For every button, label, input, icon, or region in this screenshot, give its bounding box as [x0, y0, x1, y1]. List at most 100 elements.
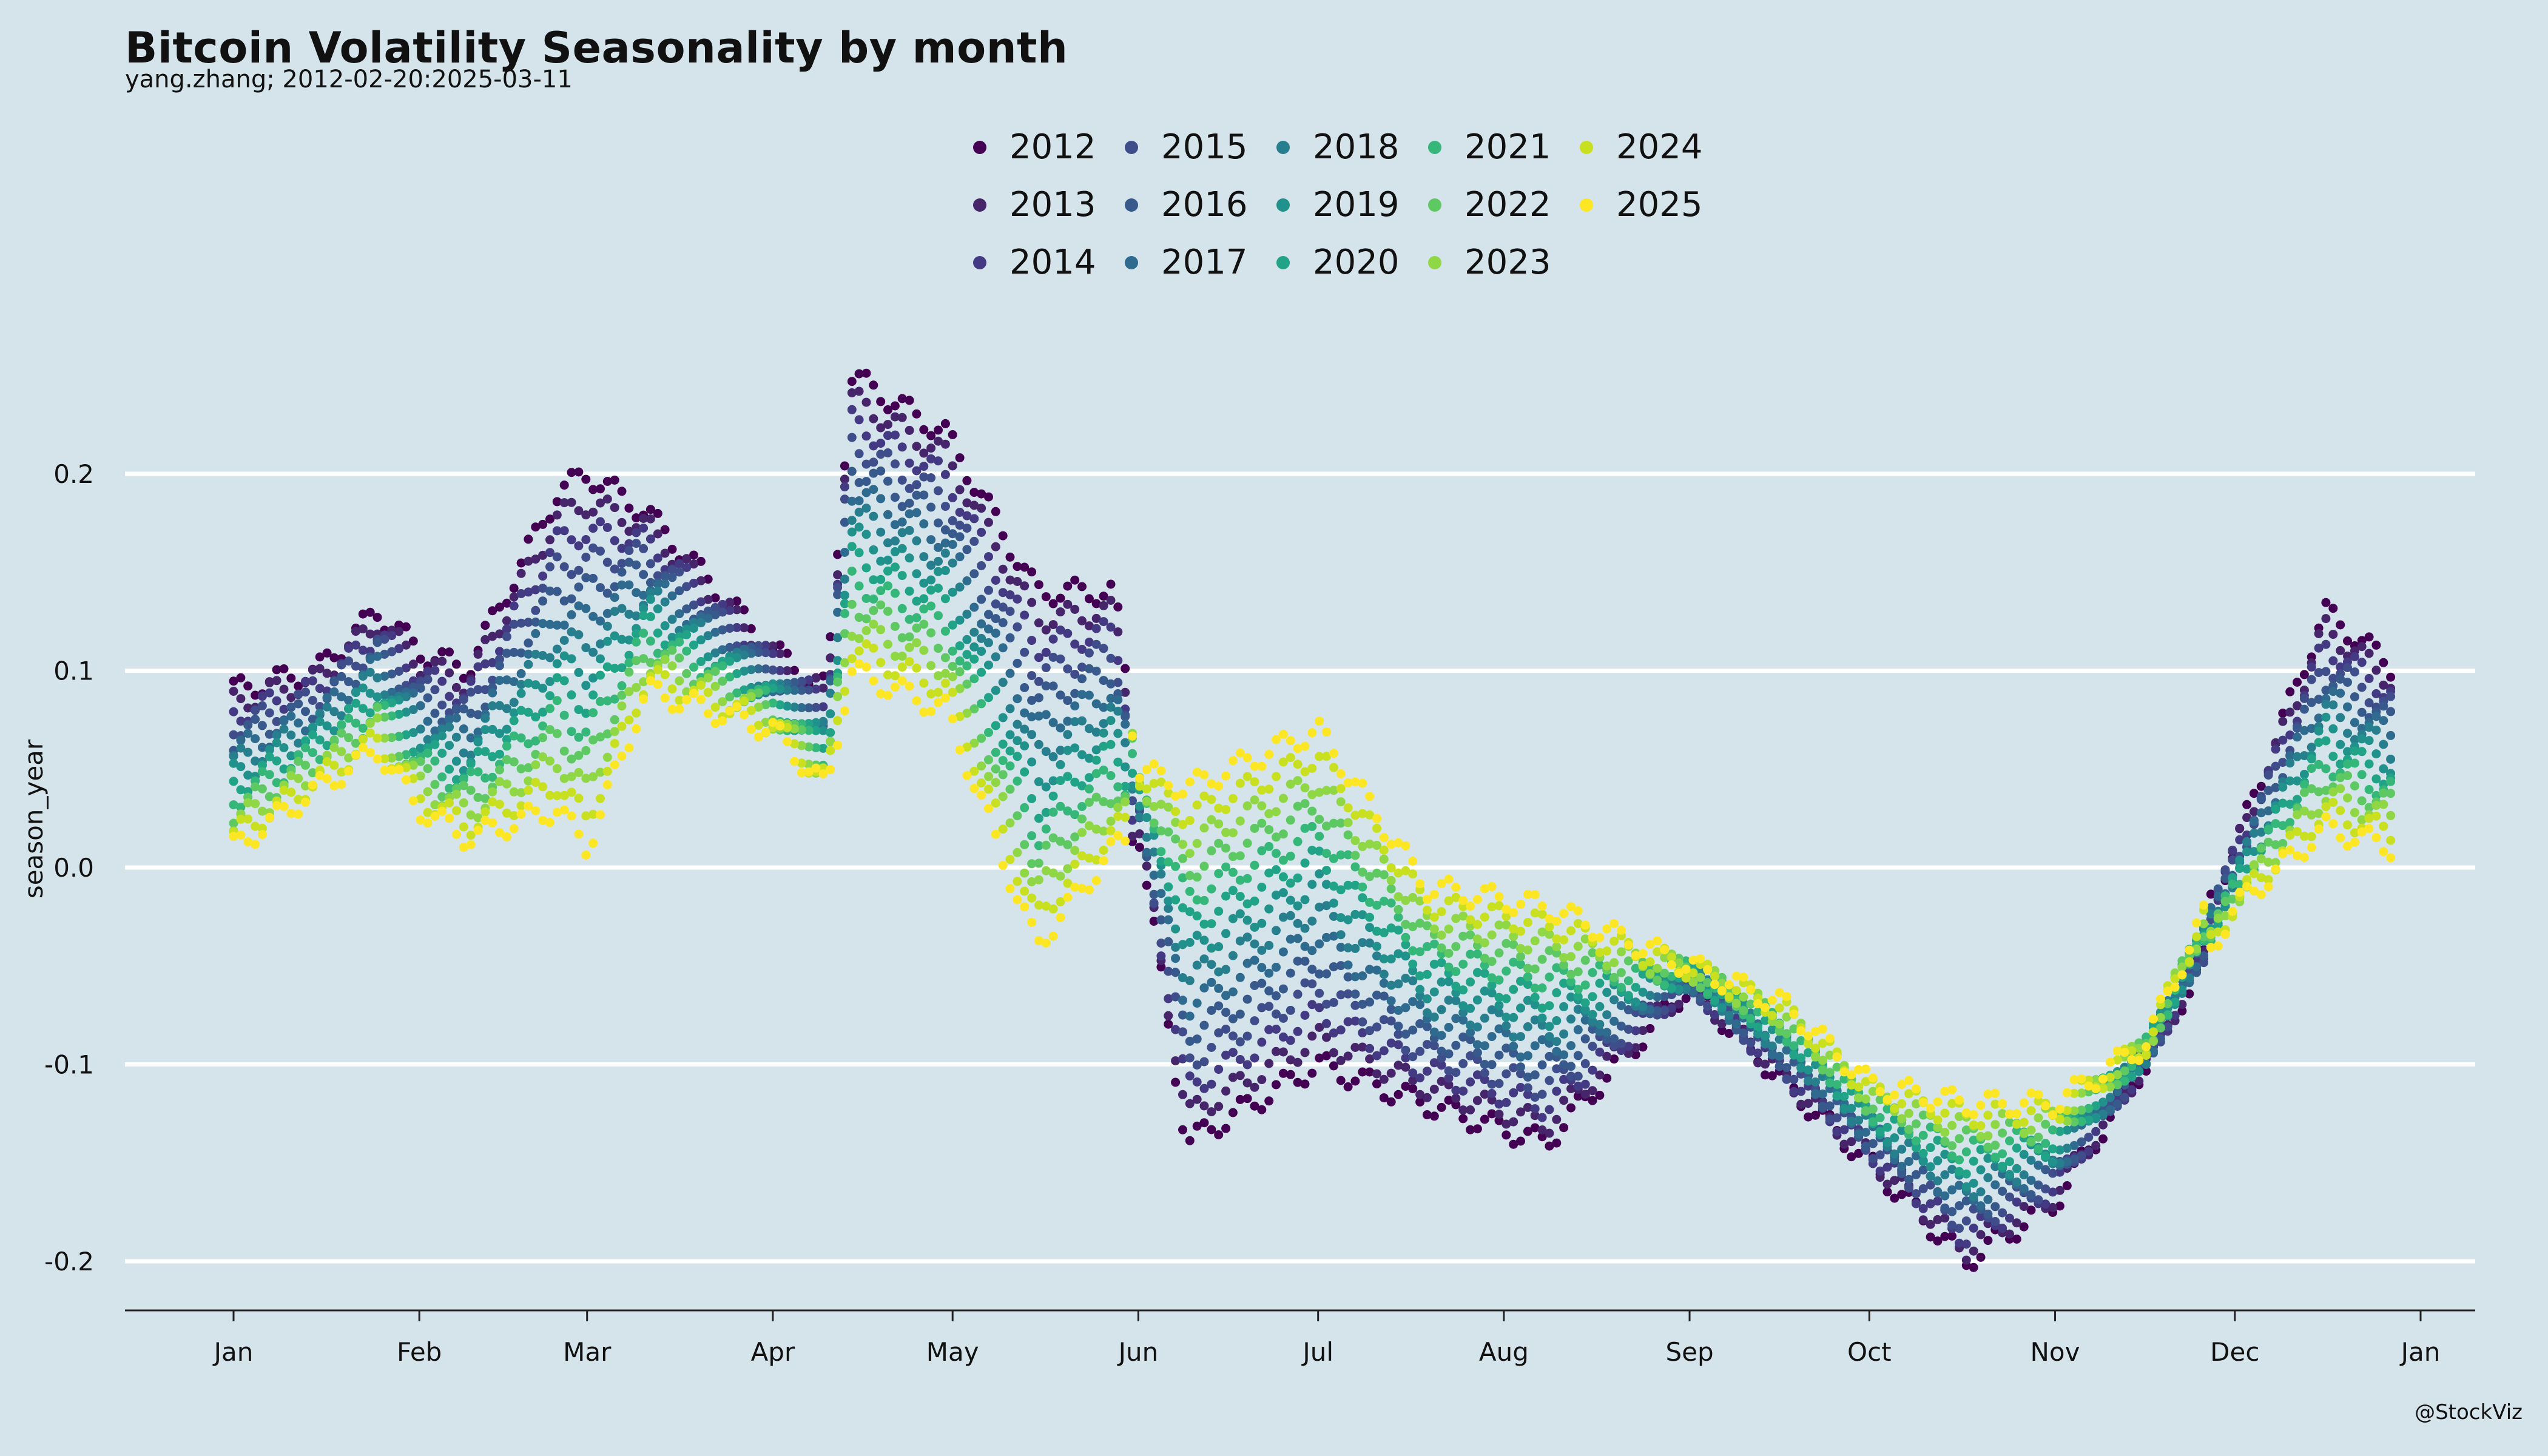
- data-point: [567, 754, 576, 764]
- data-point: [574, 630, 584, 639]
- data-point: [1286, 878, 1295, 888]
- data-point: [1394, 979, 1403, 989]
- data-point: [746, 692, 756, 701]
- data-point: [1796, 1026, 1806, 1036]
- data-point: [998, 602, 1008, 612]
- data-point: [1056, 654, 1065, 664]
- data-point: [466, 687, 476, 697]
- data-point: [1947, 1121, 1957, 1130]
- data-point: [912, 569, 922, 579]
- data-point: [1171, 942, 1181, 952]
- data-point: [1307, 764, 1317, 773]
- data-point: [1063, 716, 1073, 726]
- data-point: [451, 806, 461, 815]
- data-point: [1444, 996, 1454, 1005]
- data-point: [883, 566, 892, 576]
- data-point: [912, 623, 922, 633]
- data-point: [639, 590, 649, 600]
- data-point: [401, 775, 411, 784]
- data-point: [416, 683, 425, 693]
- data-point: [1552, 1064, 1562, 1074]
- data-point: [653, 629, 662, 638]
- data-point: [1286, 968, 1295, 978]
- data-point: [394, 695, 404, 705]
- data-point: [689, 689, 698, 698]
- data-point: [1911, 1119, 1921, 1129]
- data-point: [890, 412, 900, 422]
- data-point: [718, 676, 727, 686]
- data-point: [2206, 889, 2216, 899]
- data-point: [1027, 636, 1037, 645]
- data-point: [2336, 773, 2345, 783]
- data-point: [279, 684, 289, 694]
- data-point: [315, 684, 325, 693]
- data-point: [1214, 803, 1224, 813]
- data-point: [1480, 912, 1489, 922]
- data-point: [660, 693, 670, 703]
- data-point: [502, 624, 511, 634]
- data-point: [1228, 1014, 1238, 1023]
- data-point: [1516, 1032, 1525, 1042]
- data-point: [1911, 1170, 1921, 1179]
- data-point: [2120, 1048, 2129, 1057]
- data-point: [1653, 1006, 1662, 1016]
- data-point: [588, 708, 598, 718]
- data-point: [1272, 1080, 1281, 1090]
- data-point: [1961, 1196, 1971, 1205]
- data-point: [1516, 960, 1525, 969]
- data-point: [2127, 1062, 2137, 1071]
- data-point: [1358, 1028, 1367, 1037]
- data-point: [610, 536, 619, 545]
- data-point: [1523, 945, 1532, 955]
- data-point: [977, 561, 986, 570]
- data-point: [2293, 732, 2302, 742]
- data-point: [516, 568, 526, 578]
- data-point: [2357, 815, 2367, 824]
- data-point: [1005, 633, 1015, 642]
- data-point: [998, 770, 1008, 780]
- data-point: [1509, 1013, 1518, 1022]
- data-point: [1580, 998, 1590, 1008]
- data-point: [1645, 969, 1655, 979]
- data-point: [1293, 1057, 1303, 1067]
- data-point: [2041, 1151, 2051, 1161]
- data-point: [1559, 1050, 1569, 1060]
- data-point: [1530, 964, 1540, 974]
- data-point: [251, 821, 260, 831]
- data-point: [2228, 906, 2237, 916]
- data-point: [1121, 781, 1130, 791]
- data-point: [1235, 936, 1245, 946]
- data-point: [1199, 895, 1209, 905]
- data-point: [1580, 920, 1590, 930]
- data-point: [1257, 918, 1267, 928]
- data-point: [826, 736, 835, 746]
- data-point: [1084, 753, 1094, 763]
- data-point: [1264, 784, 1274, 794]
- data-point: [969, 514, 979, 524]
- data-point: [696, 618, 706, 628]
- data-point: [696, 556, 706, 566]
- data-point: [991, 652, 1000, 662]
- data-point: [488, 701, 497, 710]
- legend-item-2022: 2022: [1420, 176, 1571, 234]
- data-point: [2098, 1110, 2108, 1119]
- data-point: [869, 643, 878, 653]
- data-point: [1904, 1089, 1913, 1099]
- data-point: [1494, 1116, 1504, 1125]
- data-point: [1272, 1009, 1281, 1019]
- data-point: [926, 473, 936, 483]
- data-point: [2155, 1013, 2165, 1022]
- data-point: [1875, 1166, 1885, 1176]
- data-point: [1437, 1102, 1446, 1112]
- data-point: [2285, 776, 2295, 786]
- y-axis-ticks: 0.20.10.0-0.1-0.2: [44, 459, 94, 1276]
- data-point: [1156, 915, 1166, 925]
- data-point: [2185, 989, 2194, 999]
- data-point: [2192, 918, 2202, 928]
- data-point: [1156, 766, 1166, 775]
- data-point: [1545, 1051, 1554, 1061]
- data-point: [1235, 875, 1245, 885]
- data-point: [948, 558, 957, 568]
- data-point: [1998, 1099, 2007, 1108]
- data-point: [934, 436, 943, 446]
